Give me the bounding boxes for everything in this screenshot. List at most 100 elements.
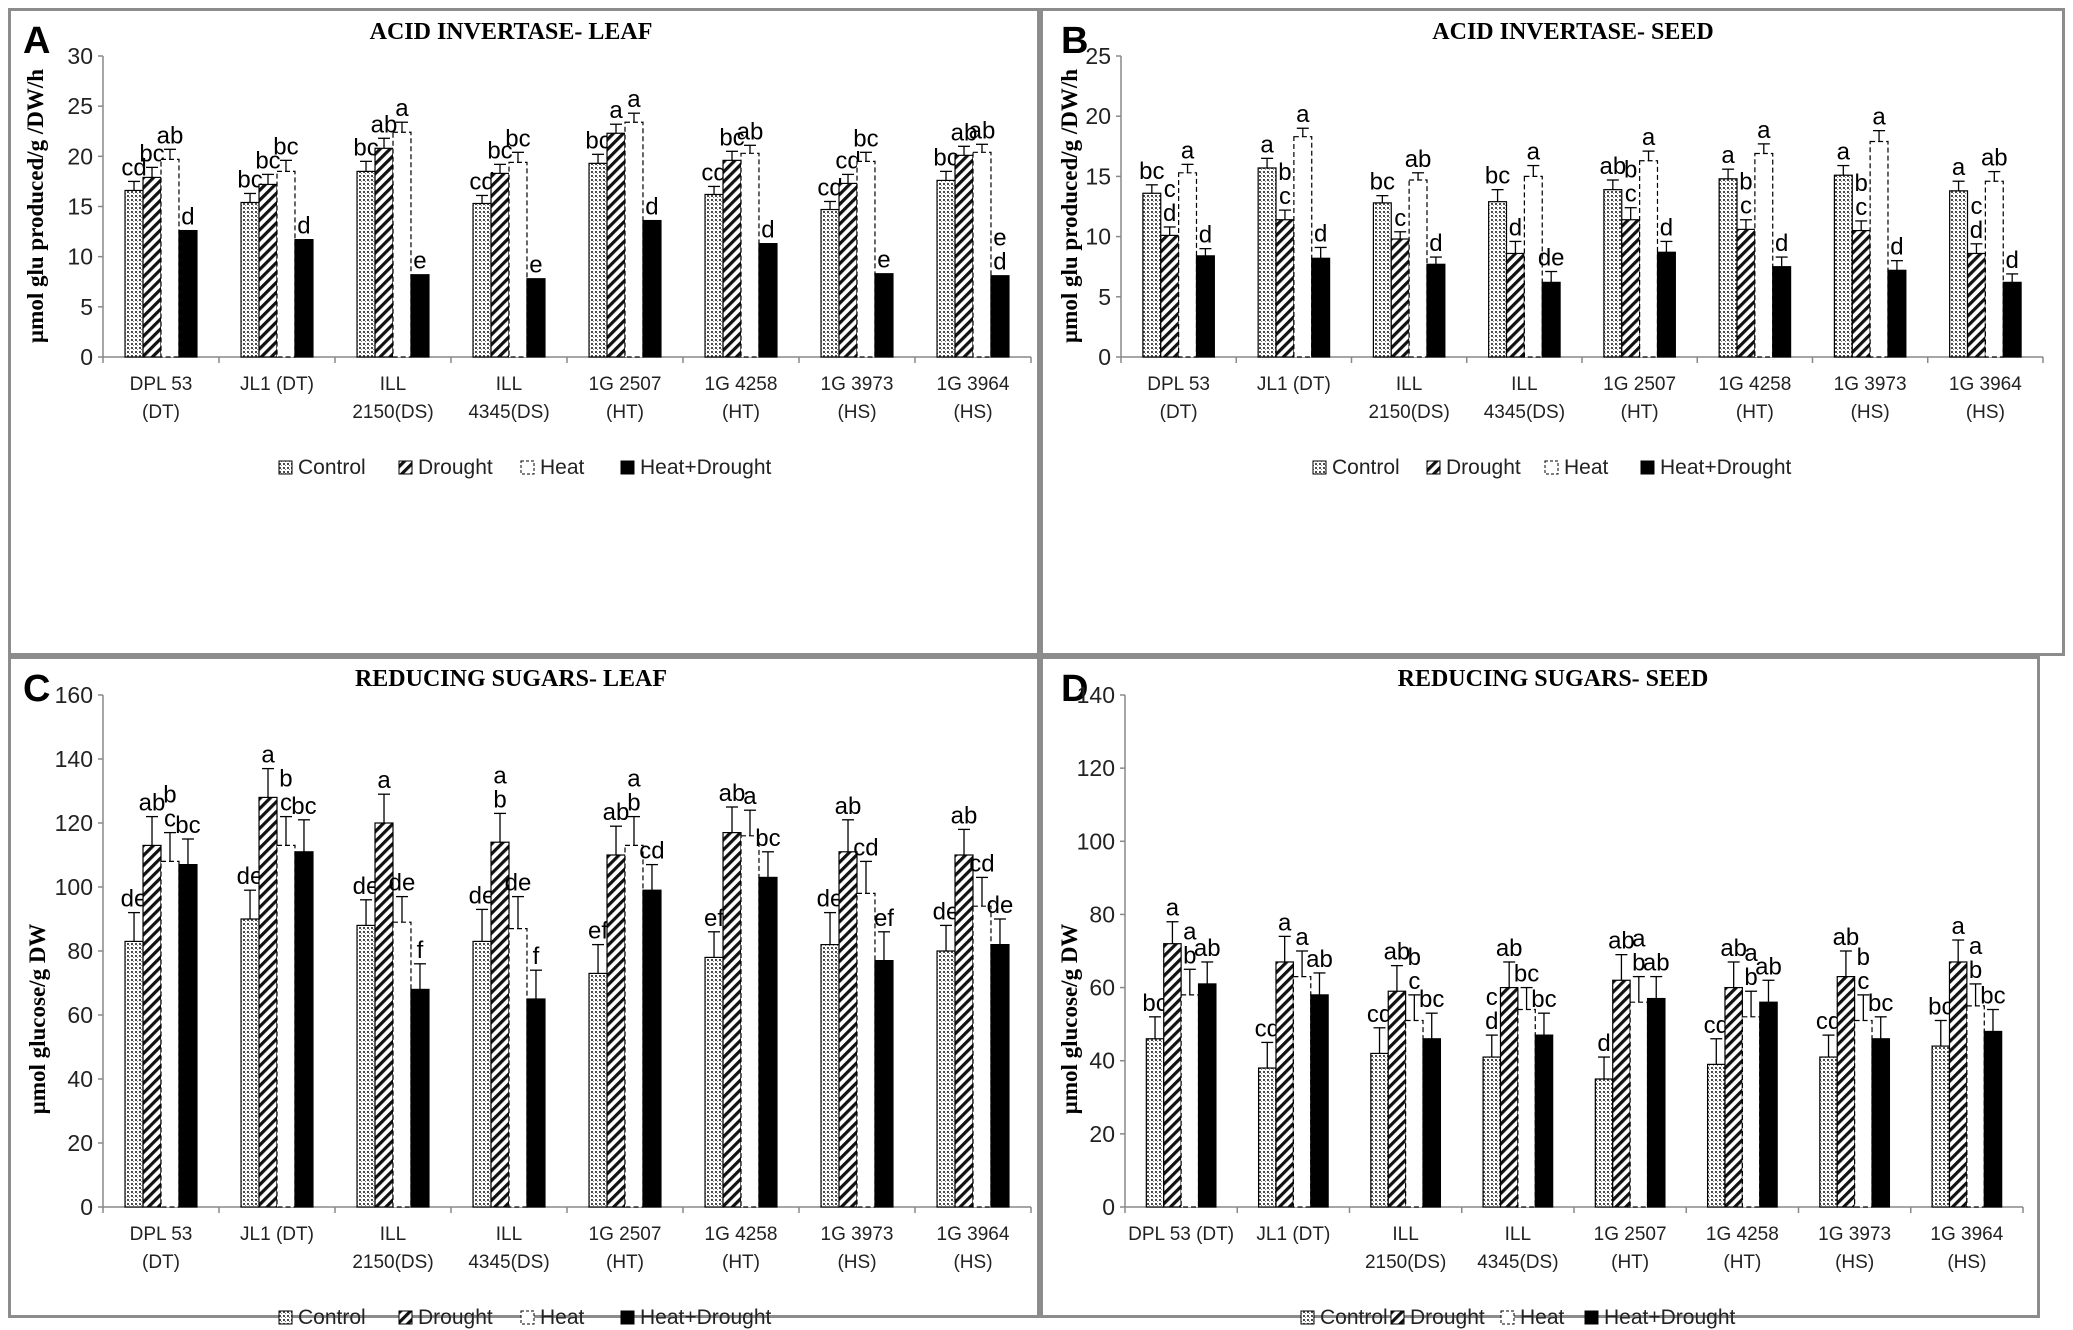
significance-label: bc (175, 812, 200, 839)
bar (606, 854, 626, 1208)
significance-label: d (1314, 220, 1327, 247)
y-tick-label: 20 (1085, 103, 1111, 129)
bar (990, 275, 1010, 358)
bar (1293, 136, 1313, 358)
bar (624, 844, 644, 1208)
bar (1426, 263, 1446, 358)
bar (972, 905, 992, 1208)
significance-label: ab (139, 790, 166, 817)
y-tick-label: 0 (80, 344, 93, 370)
x-tick-label: 1G 3964 (1930, 1224, 2003, 1245)
significance-label: bc (1514, 961, 1539, 988)
x-tick-label: DPL 53 (1147, 374, 1210, 395)
significance-label: ab (951, 119, 978, 146)
significance-label: d (761, 217, 774, 244)
x-tick-label: (HT) (606, 1252, 644, 1273)
significance-label: de (389, 870, 416, 897)
bar (526, 278, 546, 358)
significance-label: ab (1405, 146, 1432, 173)
significance-label: d (1485, 1008, 1498, 1035)
significance-label: ab (835, 793, 862, 820)
y-tick-label: 5 (80, 294, 93, 320)
bar (490, 841, 510, 1208)
legend-swatch (1584, 1310, 1599, 1325)
y-tick-label: 40 (1089, 1048, 1115, 1074)
bar (294, 851, 314, 1208)
x-tick-label: DPL 53 (130, 1224, 193, 1245)
legend-label: Drought (418, 1306, 493, 1329)
y-tick-label: 30 (67, 43, 93, 69)
bar (1621, 219, 1641, 358)
bar (820, 208, 840, 358)
legend-swatch (520, 460, 535, 475)
significance-label: a (395, 95, 409, 122)
y-axis-label: µmol glu produced/g /DW/h (23, 69, 48, 343)
legend-label: Drought (418, 456, 493, 479)
y-tick-label: 5 (1098, 284, 1111, 310)
bar (1639, 160, 1659, 358)
bar (1517, 1008, 1536, 1208)
chart-title: ACID INVERTASE- LEAF (370, 19, 653, 45)
bar (1646, 997, 1666, 1208)
bar (472, 940, 492, 1208)
x-tick-label: 2150(DS) (352, 1252, 433, 1273)
legend-label: Heat (1520, 1306, 1565, 1329)
significance-label: f (417, 937, 424, 964)
y-tick-label: 80 (1089, 901, 1115, 927)
significance-label: a (1951, 913, 1965, 940)
bar (356, 924, 376, 1208)
significance-label: bc (505, 125, 530, 152)
significance-label: a (1872, 104, 1886, 131)
x-tick-label: (HT) (1621, 402, 1659, 423)
legend-swatch (1312, 460, 1327, 475)
legend-swatch (1300, 1310, 1315, 1325)
panel-label: D (1061, 668, 1088, 710)
bar (356, 170, 376, 358)
bar (2002, 281, 2022, 358)
significance-label: bc (755, 825, 780, 852)
x-tick-label: 1G 4258 (1706, 1224, 1779, 1245)
legend-label: Control (1320, 1306, 1388, 1329)
chart-title: REDUCING SUGARS- LEAF (355, 666, 667, 692)
significance-label: f (533, 943, 540, 970)
chart-title: ACID INVERTASE- SEED (1432, 19, 1713, 45)
significance-label: ef (704, 905, 724, 932)
bar (954, 854, 974, 1208)
bar (856, 160, 876, 358)
x-tick-label: (HS) (837, 1252, 876, 1273)
significance-label: b (1857, 944, 1870, 971)
x-tick-label: (HS) (1851, 402, 1890, 423)
bar (1603, 189, 1623, 358)
significance-label: b (1739, 169, 1752, 196)
x-tick-label: 1G 3964 (937, 1224, 1010, 1245)
bar (374, 147, 394, 358)
significance-label: b (1855, 170, 1868, 197)
bar (526, 998, 546, 1208)
x-tick-label: (HS) (953, 402, 992, 423)
bar (1422, 1038, 1442, 1208)
bar (1178, 172, 1198, 358)
chart-c: C REDUCING SUGARS- LEAF µmol glucose/g DW 0… (23, 666, 1032, 1329)
bar (508, 928, 528, 1208)
bar (124, 940, 144, 1208)
x-tick-label: 4345(DS) (1484, 402, 1565, 423)
x-tick-label: (HT) (722, 402, 760, 423)
significance-label: a (1632, 926, 1646, 953)
bar (240, 918, 260, 1208)
bar (490, 172, 510, 358)
significance-label: de (987, 892, 1014, 919)
significance-label: cd (969, 850, 994, 877)
bar (392, 921, 412, 1208)
bar (1833, 174, 1853, 358)
legend-swatch (1544, 460, 1559, 475)
bar (1482, 1056, 1502, 1208)
bar (606, 132, 626, 358)
bar (838, 851, 858, 1208)
x-tick-label: 2150(DS) (1365, 1252, 1446, 1273)
y-tick-label: 120 (1077, 755, 1115, 781)
legend-swatch (620, 460, 635, 475)
significance-label: d (1199, 222, 1212, 249)
x-tick-label: 4345(DS) (468, 1252, 549, 1273)
y-tick-label: 120 (55, 810, 93, 836)
significance-label: d (993, 249, 1006, 276)
